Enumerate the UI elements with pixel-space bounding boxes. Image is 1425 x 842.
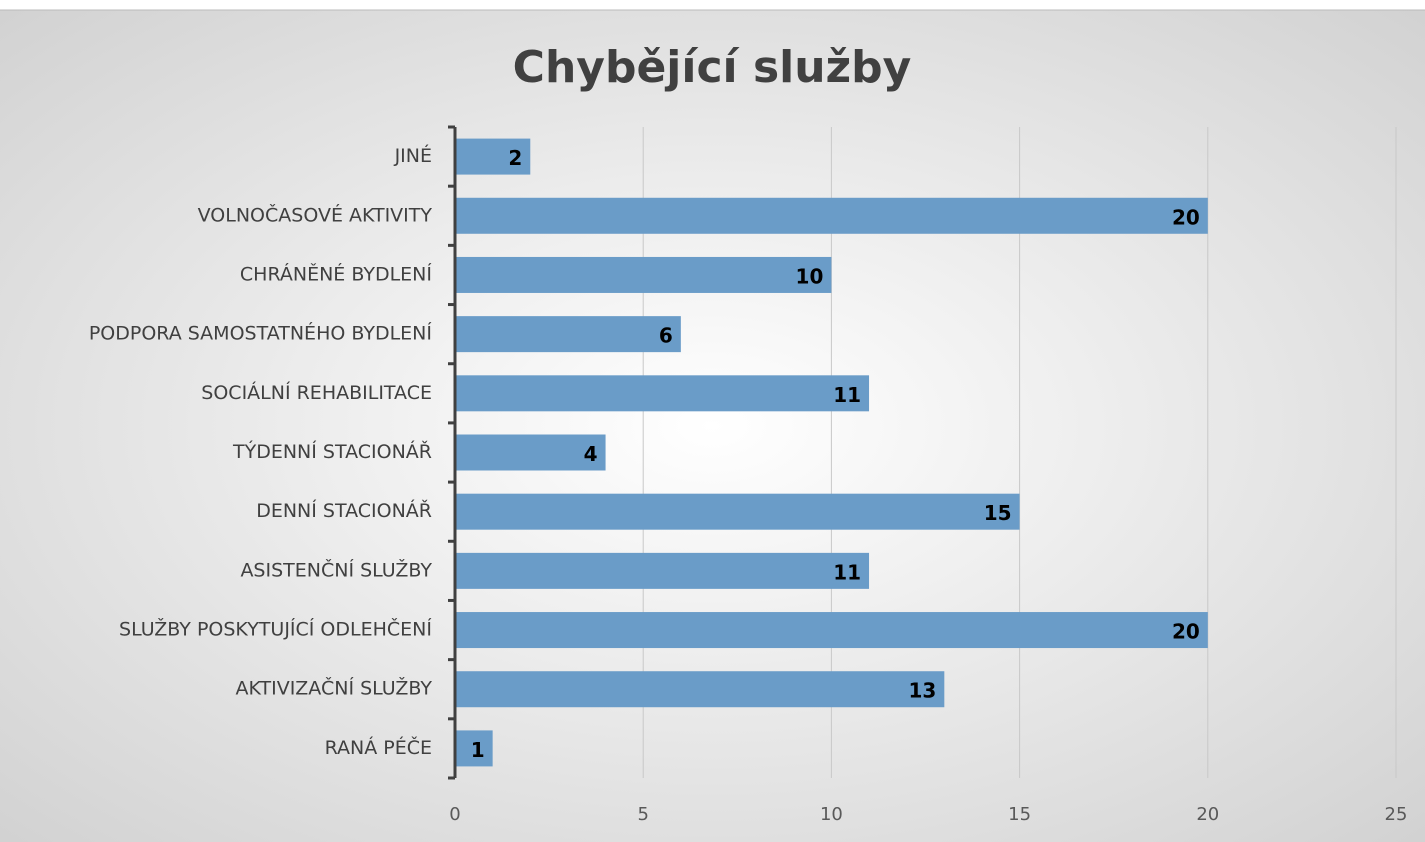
data-label: 11 (833, 560, 861, 584)
data-label: 6 (659, 324, 673, 348)
data-label: 1 (471, 738, 485, 762)
y-tick-label: CHRÁNĚNÉ BYDLENÍ (240, 262, 432, 285)
y-tick-label: RANÁ PÉČE (325, 735, 432, 759)
background (0, 10, 1425, 842)
bar (455, 434, 606, 471)
bar (455, 493, 1020, 530)
data-label: 4 (584, 442, 598, 466)
bar (455, 730, 493, 767)
y-tick-label: AKTIVIZAČNÍ SLUŽBY (236, 676, 433, 700)
x-tick-label: 10 (820, 804, 843, 825)
x-tick-label: 5 (637, 804, 648, 825)
bar (455, 671, 945, 708)
x-tick-label: 15 (1008, 804, 1031, 825)
x-tick-label: 0 (449, 804, 460, 825)
x-tick-label: 20 (1196, 804, 1219, 825)
y-tick-label: JINÉ (394, 144, 432, 167)
bar (455, 375, 870, 412)
bar (455, 612, 1208, 649)
bar (455, 316, 681, 353)
y-tick-label: TÝDENNÍ STACIONÁŘ (232, 440, 432, 463)
y-tick-label: SLUŽBY POSKYTUJÍCÍ ODLEHČENÍ (119, 617, 432, 641)
data-label: 20 (1172, 620, 1200, 644)
data-label: 13 (908, 679, 936, 703)
bar (455, 552, 870, 589)
y-tick-label: DENNÍ STACIONÁŘ (256, 499, 432, 522)
data-label: 2 (508, 146, 522, 170)
x-tick-label: 25 (1385, 804, 1408, 825)
data-label: 15 (984, 501, 1012, 525)
y-tick-label: VOLNOČASOVÉ AKTIVITY (198, 202, 433, 226)
data-label: 20 (1172, 205, 1200, 229)
bar (455, 197, 1208, 234)
y-tick-label: PODPORA SAMOSTATNÉHO BYDLENÍ (89, 322, 433, 345)
y-tick-label: SOCIÁLNÍ REHABILITACE (201, 381, 432, 404)
data-label: 11 (833, 383, 861, 407)
chart-title: Chybějící služby (513, 42, 912, 93)
data-label: 10 (796, 264, 824, 288)
bar (455, 138, 531, 175)
bar (455, 256, 832, 293)
y-tick-label: ASISTENČNÍ SLUŽBY (240, 557, 432, 581)
